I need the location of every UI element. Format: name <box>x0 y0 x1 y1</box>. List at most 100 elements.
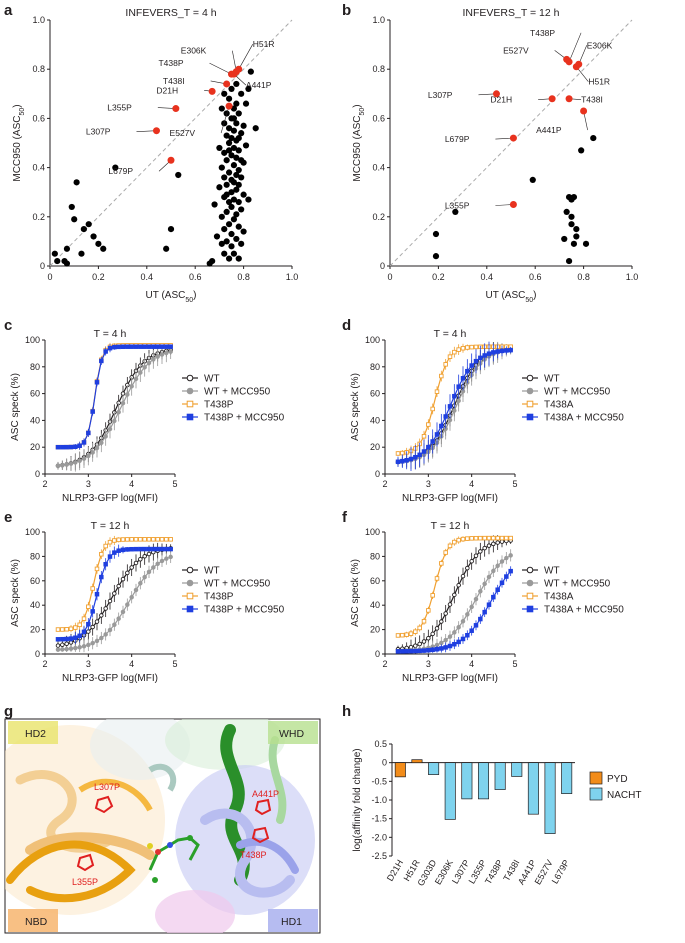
data-marker <box>125 344 130 349</box>
data-marker <box>499 539 505 544</box>
data-point <box>233 211 240 218</box>
affinity-bar-chart: 0.5 0 -0.5 -1.0 -1.5 -2.0 -2.5 log(affinity fol… <box>352 739 641 888</box>
data-point <box>582 240 590 247</box>
data-marker <box>478 549 483 554</box>
data-marker <box>133 560 139 566</box>
data-marker <box>486 602 492 607</box>
series-mutm <box>395 341 513 472</box>
bar-e306k <box>444 762 456 820</box>
data-point <box>54 257 61 265</box>
ligand-nitrogen <box>167 842 173 848</box>
data-marker <box>151 537 156 542</box>
data-marker <box>68 461 74 466</box>
x-tick-label: 5 <box>512 659 517 669</box>
data-marker <box>129 344 134 349</box>
y-axis-label: ASC speck (%) <box>10 373 21 441</box>
data-marker <box>499 535 505 541</box>
data-marker <box>86 430 91 436</box>
highlighted-point <box>509 134 517 142</box>
mutation-label: E527V <box>170 128 196 138</box>
legend-marker <box>186 387 194 395</box>
data-marker <box>434 576 440 581</box>
data-marker <box>138 370 143 375</box>
data-marker <box>499 580 505 586</box>
legend-label: T438A <box>544 400 574 411</box>
data-marker <box>465 536 470 541</box>
whd-label-box <box>268 721 318 744</box>
data-marker <box>473 358 479 364</box>
x-tick-label: 0 <box>387 272 392 282</box>
data-marker <box>426 444 431 450</box>
data-marker <box>159 344 165 349</box>
data-marker <box>129 565 134 570</box>
series-mutm <box>55 344 173 450</box>
data-marker <box>456 582 461 588</box>
data-marker <box>508 568 513 574</box>
data-marker <box>469 536 474 541</box>
data-point <box>90 233 97 240</box>
data-point <box>235 134 242 142</box>
x-tick-label: 0.2 <box>432 272 445 282</box>
legend-label: WT + MCC950 <box>544 579 611 590</box>
data-point <box>216 144 223 152</box>
chart-title: INFEVERS_T = 4 h <box>125 7 216 19</box>
data-marker <box>90 609 95 614</box>
data-marker <box>456 639 461 645</box>
data-marker <box>168 344 173 349</box>
data-marker <box>504 348 509 353</box>
legend-marker <box>186 592 194 600</box>
data-marker <box>164 350 169 356</box>
y-tick-label: 0.6 <box>32 113 45 123</box>
data-point <box>247 68 254 75</box>
data-marker <box>68 626 74 632</box>
y-tick-label: 0.2 <box>32 212 45 222</box>
data-marker <box>447 404 453 409</box>
data-marker <box>86 629 91 634</box>
data-marker <box>138 546 143 552</box>
data-point <box>573 226 580 233</box>
data-point <box>432 253 440 260</box>
data-point <box>242 142 250 149</box>
data-marker <box>77 633 82 639</box>
data-point <box>223 208 230 215</box>
data-marker <box>499 559 505 564</box>
x-axis-label: NLRP3-GFP log(MFI) <box>402 493 498 504</box>
data-marker <box>90 409 95 414</box>
panel-letter-f: f <box>342 509 348 526</box>
y-tick-label: 0 <box>375 649 380 659</box>
x-tick-label: 4 <box>129 479 134 489</box>
data-marker <box>142 365 147 370</box>
data-point <box>235 255 242 262</box>
data-marker <box>146 344 152 349</box>
panel-letter-d: d <box>342 317 351 334</box>
data-marker <box>434 646 440 652</box>
identity-line <box>389 19 633 267</box>
data-marker <box>129 594 134 600</box>
series-wt <box>55 542 173 652</box>
nbd-strand <box>25 832 155 860</box>
y-tick-label: 60 <box>370 389 380 399</box>
data-point <box>68 203 75 211</box>
y-tick-label: 0 <box>380 261 385 271</box>
data-marker <box>73 645 78 651</box>
data-marker <box>64 444 69 450</box>
series-mutm <box>395 566 513 654</box>
data-marker <box>112 538 117 543</box>
data-marker <box>465 632 470 638</box>
data-marker <box>460 618 466 624</box>
data-marker <box>112 344 117 350</box>
data-point <box>73 179 80 186</box>
data-marker <box>447 634 453 639</box>
y-tick-label: 60 <box>30 389 40 399</box>
data-marker <box>60 627 65 632</box>
x-tick-label: 0.8 <box>237 272 250 282</box>
data-marker <box>469 604 474 610</box>
data-marker <box>469 628 474 633</box>
data-marker <box>120 344 126 349</box>
data-marker <box>491 541 496 547</box>
data-marker <box>430 647 435 653</box>
legend-swatch <box>589 771 603 785</box>
l307p-residue <box>94 795 114 814</box>
y-tick-label: 80 <box>30 362 40 372</box>
y-tick-label: 40 <box>30 415 40 425</box>
